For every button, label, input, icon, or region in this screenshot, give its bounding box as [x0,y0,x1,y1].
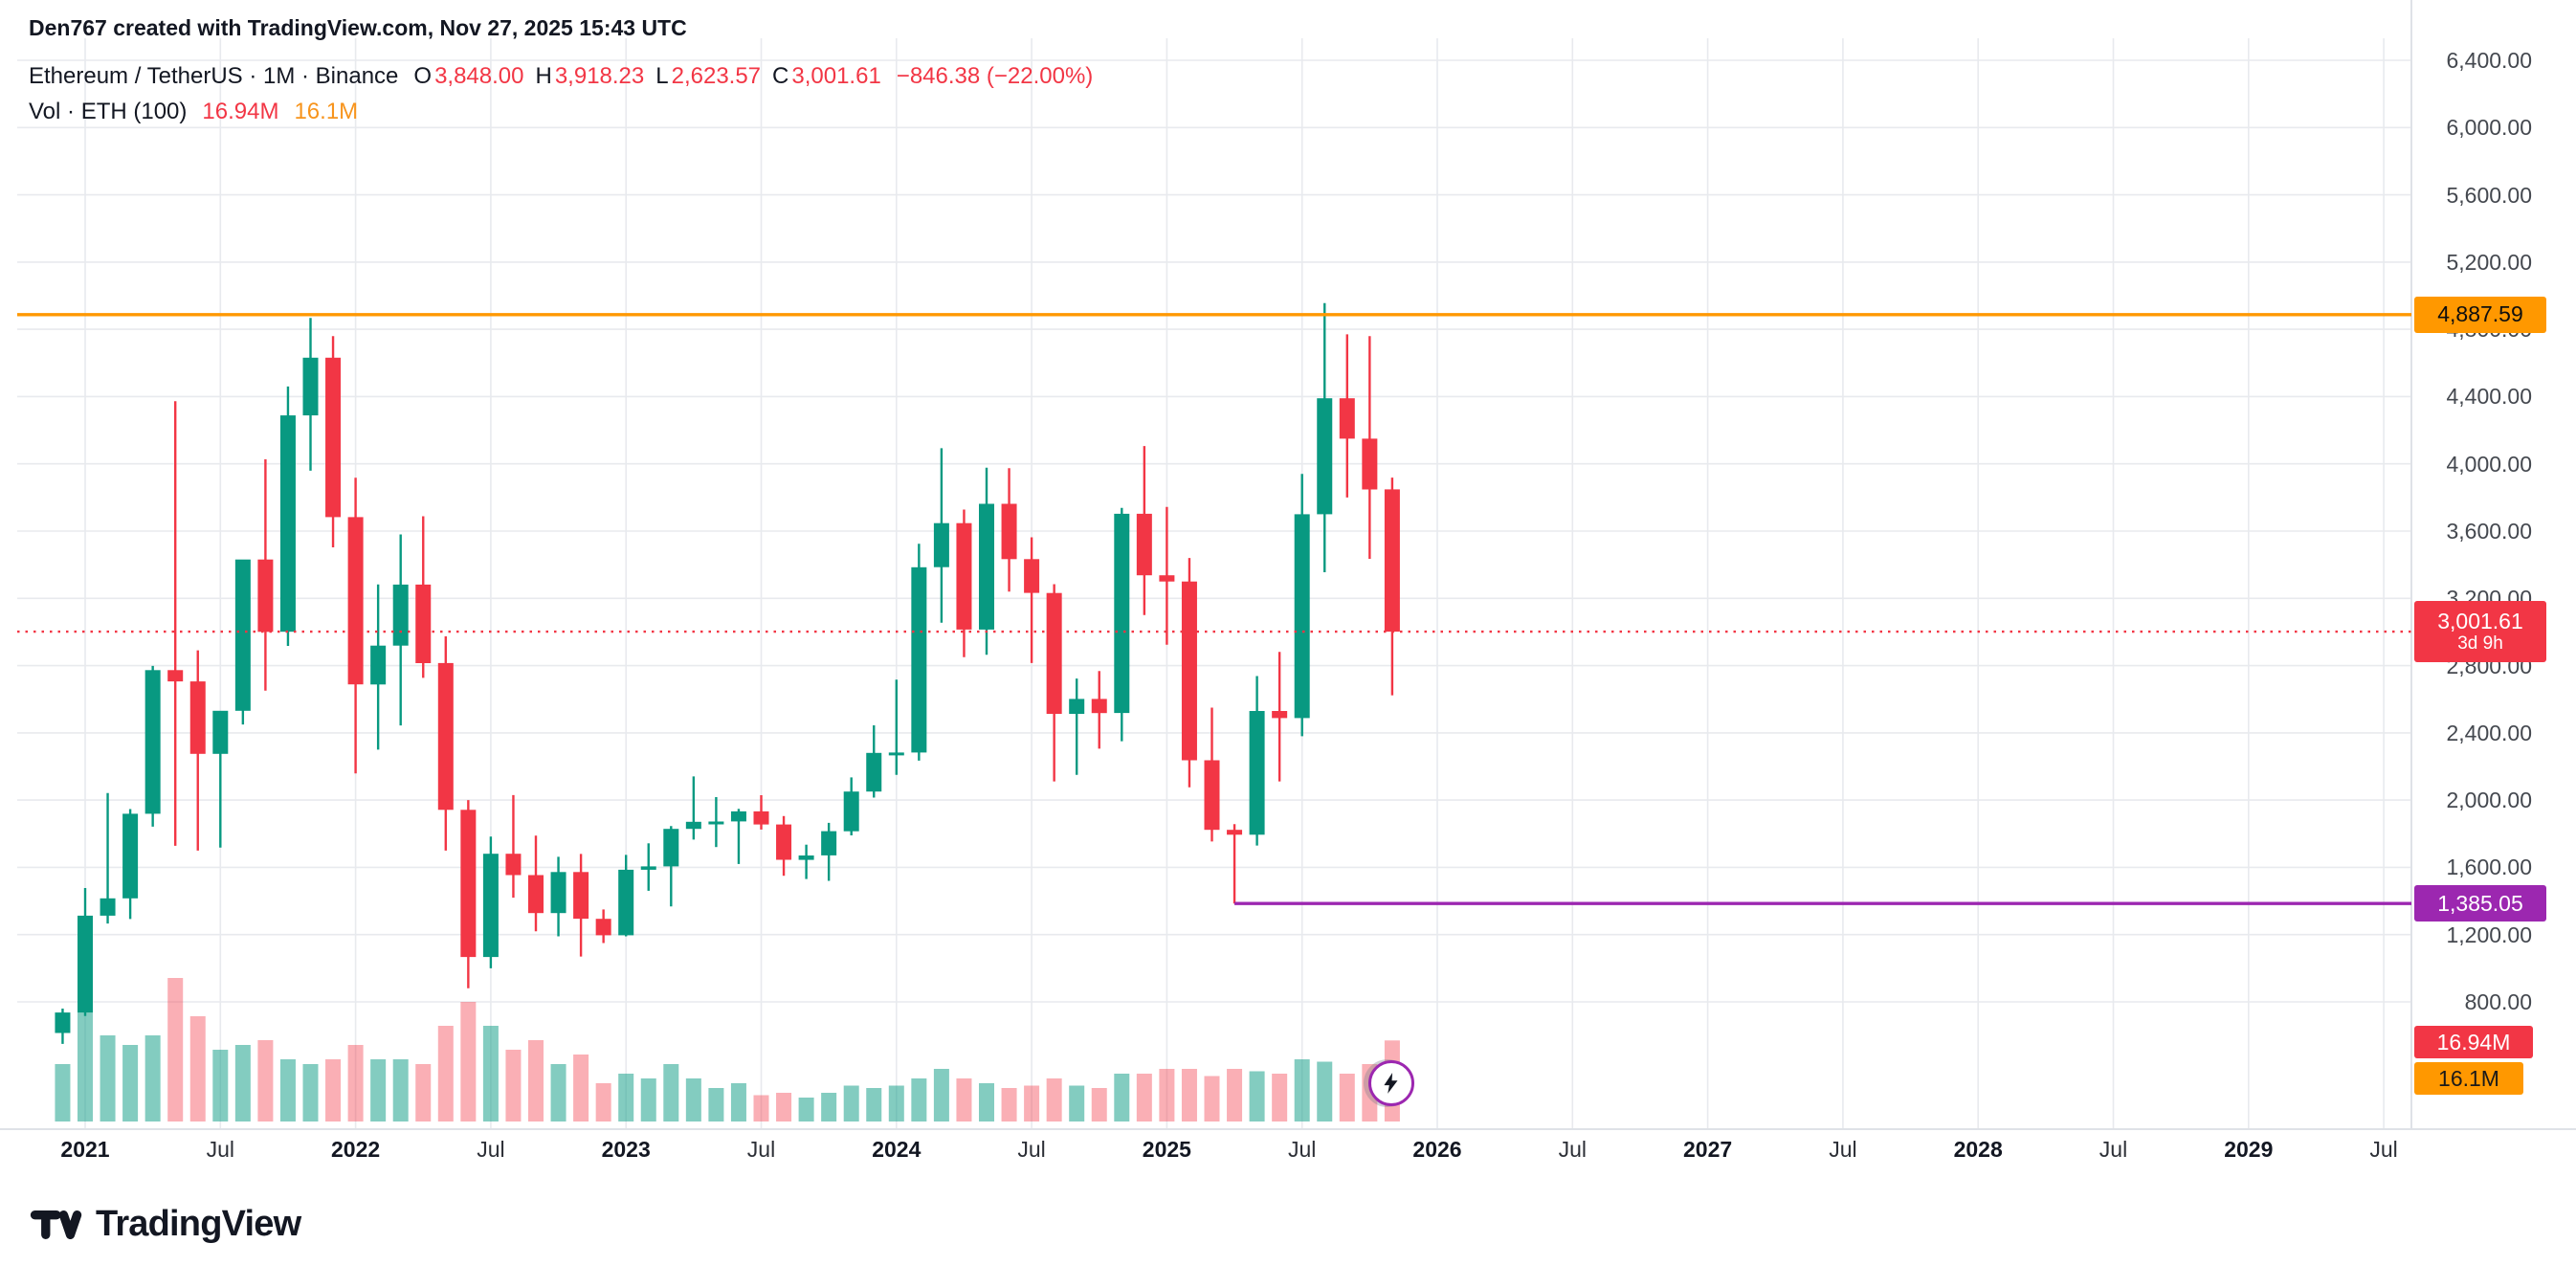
symbol-title: Ethereum / TetherUS · 1M · Binance [29,63,399,89]
price-tick-label: 2,000.00 [2446,788,2532,813]
time-tick-label: Jul [1829,1137,1857,1162]
candles-layer [55,302,1400,1044]
price-tick-label: 5,600.00 [2446,182,2532,208]
current-price-value: 3,001.61 [2437,609,2523,634]
level-lines-layer [17,313,2411,905]
time-tick-label: Jul [1287,1137,1317,1162]
volume-bars-layer [55,978,1400,1121]
support-price-label: 1,385.05 [2414,885,2546,922]
price-tick-label: 800.00 [2464,989,2532,1014]
lightning-badge-icon[interactable] [1368,1060,1414,1106]
attribution-header: Den767 created with TradingView.com, Nov… [29,15,687,40]
volume-current-label: 16.94M [2414,1026,2533,1058]
time-tick-label: Jul [2099,1137,2128,1162]
price-tick-label: 6,400.00 [2446,48,2532,73]
price-axis[interactable]: 800.00 1,200.00 1,600.00 2,000.00 2,400.00 2,… [2411,0,2576,1129]
price-tick-label: 3,600.00 [2446,519,2532,544]
volume-ma-label: 16.1M [2414,1062,2523,1095]
time-tick-label: 2027 [1683,1137,1733,1162]
current-price-label: 3,001.61 3d 9h [2414,601,2546,663]
ohlc-pair: H 3,918.23 [535,63,645,89]
price-tick-label: 6,000.00 [2446,115,2532,141]
price-tick-label: 4,000.00 [2446,451,2532,477]
ohlc-values: O 3,848.00 H 3,918.23 L 2,623.57 C 3,001.61 [413,63,880,90]
time-tick-label: Jul [2369,1137,2398,1162]
ohlc-pair: C 3,001.61 [772,63,881,89]
time-tick-label: Jul [746,1137,776,1162]
ohlc-pair: L 2,623.57 [655,63,762,89]
grid-layer [0,0,2576,1130]
price-tick-label: 1,600.00 [2446,855,2532,880]
symbol-legend[interactable]: Ethereum / TetherUS · 1M · Binance O 3,84… [29,63,1093,90]
price-tick-label: 1,200.00 [2446,922,2532,947]
tradingview-logo[interactable]: TradingView [29,1204,301,1245]
time-tick-label: 2026 [1412,1137,1462,1162]
volume-current-axis-value: 16.94M [2436,1029,2511,1055]
ath-price-label: 4,887.59 [2414,296,2546,333]
time-tick-label: 2029 [2224,1137,2274,1162]
time-axis[interactable]: 2021 Jul 2022 Jul 2023 Jul 2024 Jul 2025 Jul 2026 J… [0,1129,2576,1187]
lightning-bolt-icon [1384,1073,1398,1094]
volume-legend-label: Vol · ETH (100) [29,99,188,124]
bar-countdown: 3d 9h [2457,633,2503,655]
time-tick-label: 2021 [60,1137,110,1162]
tradingview-logo-icon [30,1210,82,1239]
tradingview-logo-text: TradingView [96,1204,301,1244]
time-tick-label: Jul [477,1137,505,1162]
time-tick-label: 2022 [331,1137,381,1162]
support-price-value: 1,385.05 [2437,890,2523,916]
price-tick-label: 2,400.00 [2446,720,2532,745]
ath-price-value: 4,887.59 [2437,301,2523,327]
ohlc-pair: O 3,848.00 [413,63,524,89]
time-tick-label: 2024 [872,1137,922,1162]
price-tick-label: 5,200.00 [2446,249,2532,275]
time-tick-label: Jul [1558,1137,1587,1162]
time-tick-label: 2025 [1142,1137,1191,1162]
time-tick-label: Jul [206,1137,234,1162]
change-value: −846.38 (−22.00%) [896,63,1094,89]
time-tick-label: 2028 [1953,1137,2003,1162]
time-tick-label: Jul [1017,1137,1046,1162]
volume-ma-value: 16.1M [294,99,359,124]
volume-legend[interactable]: Vol · ETH (100) 16.94M 16.1M [29,99,358,125]
price-tick-label: 4,400.00 [2446,384,2532,410]
volume-ma-axis-value: 16.1M [2438,1065,2499,1091]
time-tick-label: 2023 [601,1137,651,1162]
volume-current-value: 16.94M [202,99,279,124]
